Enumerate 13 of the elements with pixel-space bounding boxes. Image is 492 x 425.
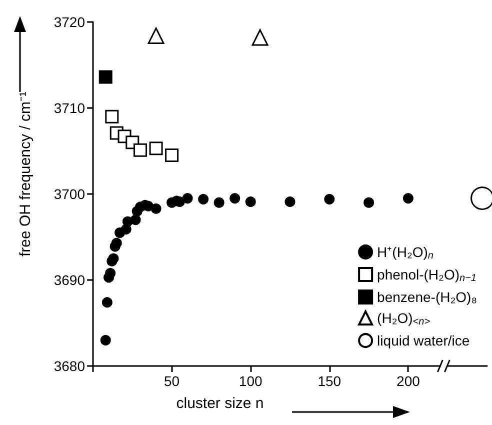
legend-label: liquid water/ice [377,332,470,348]
x-tick-label: 200 [396,373,420,389]
y-axis-title: free OH frequency / cm⁻¹ [17,91,34,257]
x-tick-label: 150 [318,373,342,389]
y-tick-label: 3720 [54,14,86,30]
y-tick-label: 3690 [54,272,86,288]
y-tick-label: 3710 [54,100,86,116]
legend-label: benzene-(H₂O)₈ [377,289,478,305]
x-tick-label: 100 [238,373,262,389]
y-tick-label: 3700 [54,186,86,202]
x-axis-title: cluster size n [176,395,264,412]
x-tick-label: 50 [164,373,180,389]
y-tick-label: 3680 [54,358,86,374]
